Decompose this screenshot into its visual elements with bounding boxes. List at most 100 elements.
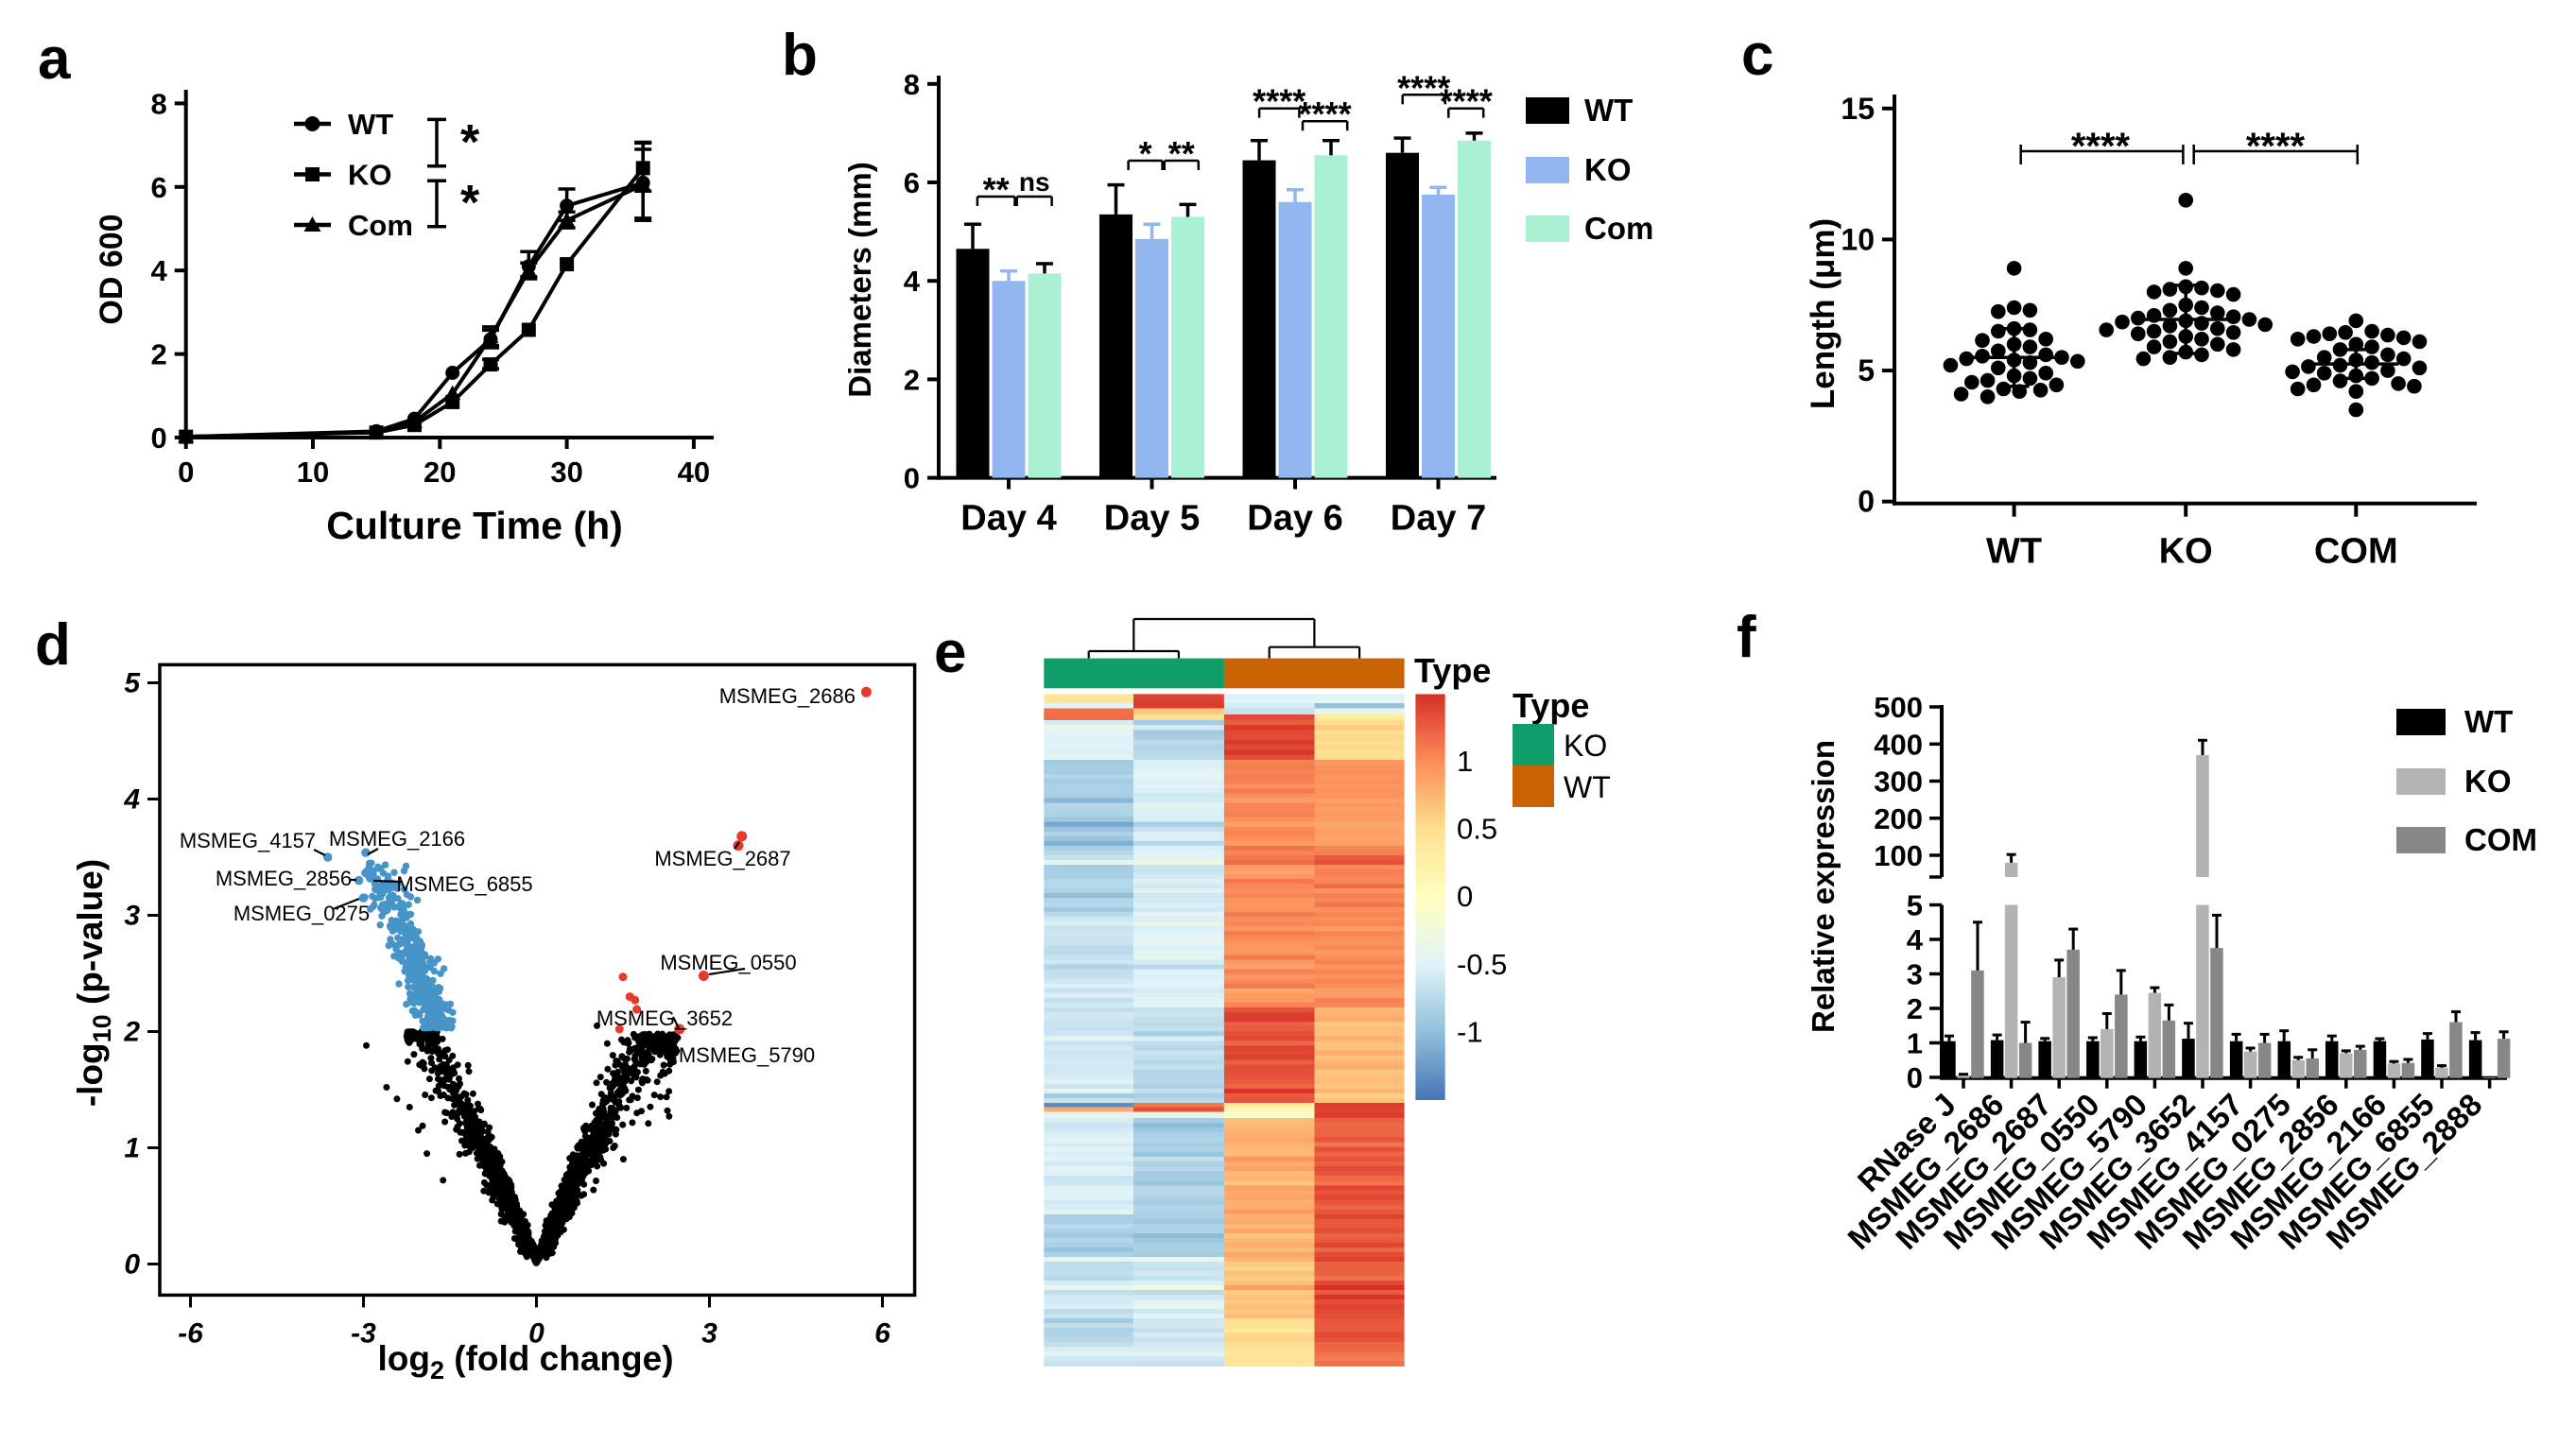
svg-text:300: 300 bbox=[1874, 766, 1923, 799]
svg-text:****: **** bbox=[1397, 68, 1450, 107]
svg-text:8: 8 bbox=[904, 68, 920, 101]
svg-text:MSMEG_2687: MSMEG_2687 bbox=[654, 847, 790, 870]
svg-text:****: **** bbox=[2246, 126, 2306, 167]
svg-text:2: 2 bbox=[904, 363, 920, 396]
svg-text:COM: COM bbox=[2464, 822, 2537, 857]
svg-text:6: 6 bbox=[874, 1317, 890, 1349]
svg-text:WT: WT bbox=[348, 108, 393, 141]
svg-text:****: **** bbox=[1440, 82, 1493, 121]
svg-text:*: * bbox=[1139, 134, 1152, 173]
svg-text:5: 5 bbox=[124, 668, 141, 699]
svg-text:2: 2 bbox=[1907, 992, 1923, 1025]
svg-text:MSMEG_6855: MSMEG_6855 bbox=[396, 872, 532, 896]
svg-text:-1: -1 bbox=[1457, 1015, 1483, 1048]
svg-text:b: b bbox=[782, 23, 818, 88]
svg-text:MSMEG_2856: MSMEG_2856 bbox=[216, 867, 352, 890]
svg-text:30: 30 bbox=[550, 456, 582, 489]
svg-text:WT: WT bbox=[1564, 770, 1611, 804]
svg-text:a: a bbox=[38, 26, 71, 92]
svg-text:1: 1 bbox=[124, 1133, 140, 1164]
svg-text:0.5: 0.5 bbox=[1457, 813, 1497, 846]
svg-text:MSMEG_2166: MSMEG_2166 bbox=[329, 827, 465, 851]
svg-text:Day 4: Day 4 bbox=[960, 499, 1056, 539]
svg-text:4: 4 bbox=[1907, 923, 1924, 956]
svg-text:0: 0 bbox=[904, 462, 920, 495]
svg-text:f: f bbox=[1737, 605, 1756, 670]
svg-text:1: 1 bbox=[1457, 745, 1473, 778]
svg-text:Culture Time (h): Culture Time (h) bbox=[326, 504, 623, 547]
svg-text:8: 8 bbox=[150, 87, 166, 120]
svg-text:3: 3 bbox=[124, 901, 140, 932]
svg-text:0: 0 bbox=[178, 456, 194, 489]
svg-text:3: 3 bbox=[1907, 958, 1923, 991]
svg-text:MSMEG_2686: MSMEG_2686 bbox=[719, 684, 856, 708]
svg-text:log2 (fold change): log2 (fold change) bbox=[377, 1339, 673, 1385]
svg-text:5: 5 bbox=[1907, 889, 1923, 922]
svg-text:ns: ns bbox=[1019, 167, 1050, 197]
svg-text:Day 5: Day 5 bbox=[1104, 499, 1200, 539]
svg-text:KO: KO bbox=[1564, 729, 1607, 763]
svg-text:10: 10 bbox=[297, 456, 329, 489]
svg-text:****: **** bbox=[1253, 82, 1305, 121]
svg-text:Relative expression: Relative expression bbox=[1806, 740, 1841, 1033]
svg-text:0: 0 bbox=[150, 421, 166, 455]
svg-text:Type: Type bbox=[1513, 686, 1589, 725]
svg-text:Length (μm): Length (μm) bbox=[1805, 218, 1841, 409]
svg-text:500: 500 bbox=[1874, 691, 1923, 724]
svg-text:KO: KO bbox=[1584, 152, 1632, 187]
svg-text:Type: Type bbox=[1414, 651, 1491, 690]
svg-text:6: 6 bbox=[150, 171, 166, 204]
svg-text:d: d bbox=[35, 612, 71, 678]
svg-text:MSMEG_5790: MSMEG_5790 bbox=[679, 1043, 815, 1067]
svg-text:10: 10 bbox=[1841, 222, 1875, 256]
svg-text:OD 600: OD 600 bbox=[94, 214, 130, 324]
svg-text:****: **** bbox=[2071, 126, 2131, 167]
svg-text:0: 0 bbox=[528, 1317, 545, 1349]
svg-text:Com: Com bbox=[1584, 211, 1653, 246]
svg-text:KO: KO bbox=[348, 159, 392, 192]
svg-text:c: c bbox=[1741, 23, 1773, 88]
svg-text:4: 4 bbox=[904, 265, 921, 298]
svg-text:100: 100 bbox=[1874, 839, 1923, 872]
svg-text:20: 20 bbox=[424, 456, 456, 489]
svg-text:Day 7: Day 7 bbox=[1391, 499, 1486, 539]
svg-text:15: 15 bbox=[1841, 92, 1875, 126]
svg-text:3: 3 bbox=[701, 1317, 717, 1349]
svg-text:*: * bbox=[460, 176, 480, 231]
svg-text:KO: KO bbox=[2464, 764, 2512, 799]
svg-text:-0.5: -0.5 bbox=[1457, 948, 1507, 981]
svg-text:0: 0 bbox=[1858, 485, 1875, 519]
svg-text:KO: KO bbox=[2159, 532, 2213, 572]
svg-text:2: 2 bbox=[123, 1017, 140, 1048]
svg-text:Diameters (mm): Diameters (mm) bbox=[842, 162, 877, 397]
svg-text:6: 6 bbox=[904, 166, 920, 199]
svg-text:-log10 (p-value): -log10 (p-value) bbox=[71, 859, 116, 1107]
svg-text:4: 4 bbox=[123, 784, 140, 816]
svg-text:1: 1 bbox=[1907, 1027, 1923, 1060]
svg-text:-3: -3 bbox=[351, 1317, 376, 1349]
svg-text:0: 0 bbox=[1907, 1061, 1923, 1094]
svg-text:Com: Com bbox=[348, 209, 413, 242]
svg-text:MSMEG_3652: MSMEG_3652 bbox=[596, 1006, 733, 1030]
svg-text:400: 400 bbox=[1874, 728, 1923, 761]
svg-text:Day 6: Day 6 bbox=[1247, 499, 1342, 539]
svg-text:*: * bbox=[460, 115, 480, 170]
svg-text:MSMEG_4157: MSMEG_4157 bbox=[180, 829, 316, 852]
svg-text:0: 0 bbox=[1457, 880, 1473, 913]
svg-text:WT: WT bbox=[1986, 532, 2042, 572]
svg-text:40: 40 bbox=[678, 456, 710, 489]
svg-text:0: 0 bbox=[124, 1249, 140, 1281]
svg-text:5: 5 bbox=[1858, 353, 1875, 387]
svg-text:2: 2 bbox=[150, 338, 166, 371]
svg-text:**: ** bbox=[983, 170, 1010, 209]
svg-text:4: 4 bbox=[150, 254, 167, 287]
svg-text:WT: WT bbox=[1584, 93, 1633, 128]
svg-text:WT: WT bbox=[2464, 704, 2513, 739]
svg-text:COM: COM bbox=[2314, 532, 2398, 572]
svg-text:200: 200 bbox=[1874, 802, 1923, 835]
svg-text:MSMEG_0275: MSMEG_0275 bbox=[233, 902, 370, 925]
svg-text:-6: -6 bbox=[178, 1317, 203, 1349]
svg-text:**: ** bbox=[1168, 134, 1195, 173]
svg-text:e: e bbox=[934, 620, 966, 685]
svg-text:****: **** bbox=[1299, 95, 1352, 133]
